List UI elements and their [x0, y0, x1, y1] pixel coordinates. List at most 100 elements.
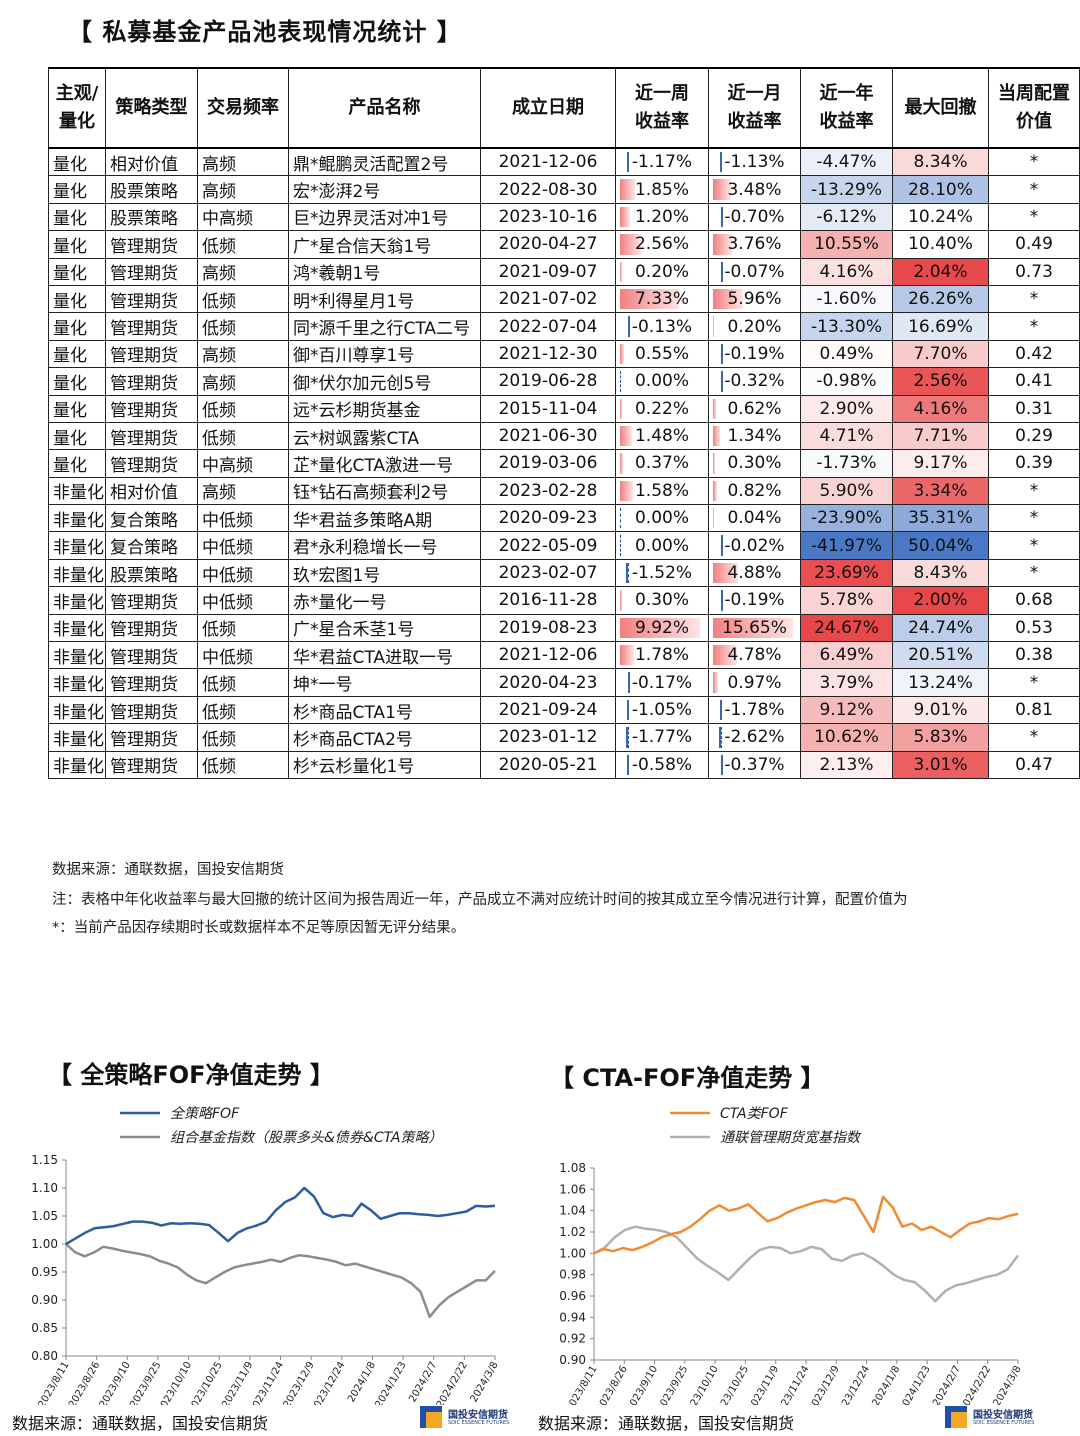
table-cell: 2.56%	[892, 367, 989, 396]
table-cell: -0.13%	[615, 312, 709, 341]
table-row: 量化 管理期货 低频 广*星合信天翁1号 2020-04-27 2.56% 3.76% 10.…	[48, 230, 1080, 259]
x-tick-label: 2024/1/8	[870, 1364, 902, 1405]
data-bar	[620, 234, 641, 255]
table-cell: 管理期货	[105, 586, 198, 615]
legend-label: 全策略FOF	[170, 1106, 240, 1122]
data-bar	[620, 645, 635, 666]
cell-value: 0.20%	[727, 316, 782, 337]
cell-value: 0.22%	[634, 398, 689, 419]
table-cell: 2015-11-04	[480, 394, 616, 423]
column-header: 当周配置 价值	[988, 67, 1080, 149]
y-tick-label: 1.08	[559, 1161, 586, 1175]
table-cell: 0.00%	[615, 367, 709, 396]
company-logo: 国投安信期货 SDIC ESSENCE FUTURES	[945, 1404, 1045, 1432]
data-bar	[627, 672, 630, 693]
table-cell: 2.00%	[892, 586, 989, 615]
table-cell: 低频	[197, 750, 289, 779]
table-row: 非量化 复合策略 中低频 华*君益多策略A期 2020-09-23 0.00% 0.04% -…	[48, 504, 1080, 533]
cell-value: -0.32%	[724, 371, 785, 392]
table-cell: -0.19%	[708, 586, 801, 615]
table-cell: 低频	[197, 230, 289, 259]
table-cell: 4.71%	[800, 421, 893, 451]
table-row: 非量化 管理期货 低频 杉*商品CTA2号 2023-01-12 -1.77% -2.62%…	[48, 723, 1080, 752]
table-cell: 低频	[197, 613, 289, 643]
x-tick-label: 2024/3/8	[992, 1364, 1024, 1405]
series-line	[65, 1186, 496, 1246]
table-cell: 量化	[48, 147, 106, 177]
table-cell: 管理期货	[105, 723, 198, 752]
table-row: 量化 股票策略 高频 宏*澎湃2号 2022-08-30 1.85% 3.48% -13.29…	[48, 175, 1080, 204]
y-tick-label: 0.94	[559, 1310, 586, 1324]
x-tick-label: 2023/9/10	[625, 1364, 660, 1405]
column-header: 策略类型	[105, 67, 198, 149]
table-cell: -0.02%	[708, 531, 801, 560]
table-row: 量化 管理期货 中高频 芷*量化CTA激进一号 2019-03-06 0.37% 0.30%…	[48, 449, 1080, 478]
cell-value: 1.85%	[634, 179, 689, 200]
table-cell: 3.34%	[892, 476, 989, 506]
cell-value: 4.78%	[727, 645, 782, 666]
column-header: 近一周 收益率	[615, 67, 709, 149]
cell-value: -1.52%	[631, 563, 693, 584]
table-cell: 2019-06-28	[480, 367, 616, 396]
bar-axis	[620, 535, 621, 556]
right-chart-source: 数据来源：通联数据，国投安信期货	[538, 1414, 795, 1433]
column-header: 主观/量化	[48, 67, 106, 149]
table-cell: -6.12%	[800, 202, 893, 232]
logo-mark-accent	[951, 1412, 967, 1428]
table-cell: -0.32%	[708, 367, 801, 396]
cell-value: -0.19%	[724, 343, 785, 364]
table-cell: -0.19%	[708, 339, 801, 369]
data-bar	[713, 288, 744, 310]
table-cell: 0.68	[988, 586, 1080, 615]
table-row: 量化 管理期货 低频 同*源千里之行CTA二号 2022-07-04 -0.13% 0.20…	[48, 312, 1080, 341]
y-tick-label: 1.00	[31, 1237, 58, 1251]
table-cell: 复合策略	[105, 504, 198, 533]
table-row: 非量化 管理期货 中低频 赤*量化一号 2016-11-28 0.30% -0.19% 5.7…	[48, 586, 1080, 615]
cta-fof-chart: 1.08 1.06 1.04 1.02 1.00 0.98 0.96 0.94 0.92 0.90…	[559, 1106, 1024, 1405]
table-cell: 0.55%	[615, 339, 709, 369]
column-header: 近一年 收益率	[800, 67, 893, 149]
data-bar	[620, 261, 622, 282]
cell-value: 0.20%	[634, 261, 689, 282]
table-cell: -1.77%	[615, 723, 709, 752]
table-cell: 15.65%	[708, 613, 801, 643]
table-cell: 2022-05-09	[480, 531, 616, 560]
table-cell: 非量化	[48, 750, 106, 779]
table-cell: 9.01%	[892, 695, 989, 725]
cell-value: 15.65%	[722, 617, 787, 638]
table-cell: *	[988, 312, 1080, 341]
cell-value: -0.58%	[631, 754, 693, 775]
legend-label: 通联管理期货宽基指数	[720, 1130, 862, 1146]
table-cell: 1.20%	[615, 202, 709, 232]
data-bar	[720, 371, 723, 392]
table-cell: 非量化	[48, 531, 106, 560]
table-star-note: *：当前产品因存续期时长或数据样本不足等原因暂无评分结果。	[52, 920, 466, 936]
x-tick-label: 2023/11/9	[746, 1364, 781, 1405]
cell-value: 5.96%	[727, 289, 782, 310]
table-cell: 中高频	[197, 202, 289, 232]
table-row: 非量化 管理期货 低频 杉*商品CTA1号 2021-09-24 -1.05% -1.78%…	[48, 695, 1080, 725]
table-cell: 华*君益多策略A期	[288, 504, 481, 533]
data-bar	[720, 535, 723, 556]
data-bar	[713, 179, 731, 200]
cell-value: 1.34%	[727, 426, 782, 447]
table-cell: 2020-04-23	[480, 668, 616, 697]
cell-value: 0.30%	[727, 453, 782, 474]
data-bar	[626, 152, 629, 173]
table-cell: 4.16%	[800, 257, 893, 286]
cell-value: 0.55%	[634, 343, 689, 364]
table-cell: 低频	[197, 284, 289, 314]
table-cell: 0.39	[988, 449, 1080, 478]
table-cell: 24.67%	[800, 613, 893, 643]
table-cell: 高频	[197, 147, 289, 177]
table-cell: 3.76%	[708, 230, 801, 259]
data-bar	[713, 645, 738, 666]
data-bar	[620, 425, 632, 447]
table-cell: 巨*边界灵活对冲1号	[288, 202, 481, 232]
table-cell: 13.24%	[892, 668, 989, 697]
cell-value: -1.77%	[631, 727, 693, 748]
table-row: 量化 管理期货 低频 明*利得星月1号 2021-07-02 7.33% 5.96% -1.6…	[48, 284, 1080, 314]
table-cell: 管理期货	[105, 257, 198, 286]
table-cell: 芷*量化CTA激进一号	[288, 449, 481, 478]
series-line	[593, 1195, 1019, 1255]
